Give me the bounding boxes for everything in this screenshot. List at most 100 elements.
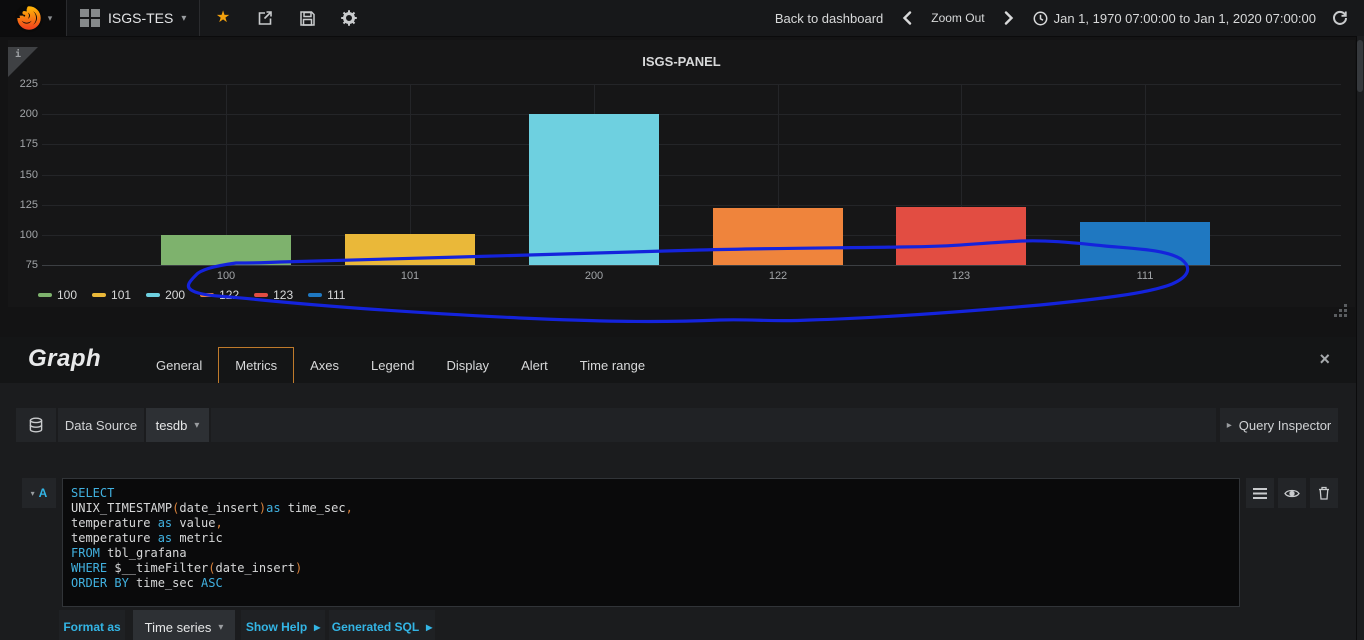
bar-100[interactable] <box>161 234 291 265</box>
query-menu-button[interactable] <box>1246 478 1274 508</box>
refresh-button[interactable] <box>1330 8 1350 28</box>
tab-general[interactable]: General <box>156 357 203 373</box>
page-scrollbar-thumb[interactable] <box>1357 40 1363 92</box>
tab-display[interactable]: Display <box>446 357 490 373</box>
sql-line-1: SELECT <box>71 486 115 500</box>
panel-title[interactable]: ISGS-PANEL <box>642 54 721 69</box>
zoom-out-button[interactable]: Zoom Out <box>931 11 985 25</box>
legend-label-122: 122 <box>219 288 240 302</box>
show-help-button[interactable]: Show Help ▸ <box>241 610 325 640</box>
eye-icon <box>1284 489 1300 497</box>
navbar-actions: ★ <box>200 0 359 36</box>
format-as-select[interactable]: Time series ▾ <box>133 610 235 640</box>
database-icon <box>29 417 43 433</box>
star-icon: ★ <box>215 9 231 26</box>
top-navbar: ▾ ISGS-TES ▾ ★ <box>0 0 1364 37</box>
tab-alert[interactable]: Alert <box>521 357 548 373</box>
menu-icon <box>1253 487 1267 499</box>
query-delete-button[interactable] <box>1310 478 1338 508</box>
panel-editor-header: Graph General Metrics Axes Legend Display Ale… <box>0 337 1364 383</box>
legend-item-200[interactable]: 200 <box>146 288 185 302</box>
datasource-select[interactable]: tesdb ▾ <box>146 408 209 442</box>
sql-line-4: temperature as metric <box>71 531 223 545</box>
legend-label-111: 111 <box>327 288 346 302</box>
gridline-y-225 <box>42 84 1341 85</box>
tab-metrics[interactable]: Metrics <box>218 347 295 383</box>
time-range-picker[interactable]: Jan 1, 1970 07:00:00 to Jan 1, 2020 07:0… <box>1033 11 1316 26</box>
legend-item-101[interactable]: 101 <box>92 288 131 302</box>
tab-time-range[interactable]: Time range <box>579 357 646 373</box>
y-axis-tick-175: 175 <box>19 138 38 151</box>
legend-item-100[interactable]: 100 <box>38 288 77 302</box>
gridline-y-175 <box>42 144 1341 146</box>
refresh-icon <box>1333 10 1347 25</box>
tab-legend[interactable]: Legend <box>371 357 415 373</box>
datasource-label: Data Source <box>58 408 144 442</box>
legend-item-111[interactable]: 111 <box>308 288 345 302</box>
legend-swatch-123 <box>254 293 269 297</box>
query-ref-toggle[interactable]: ▾ A <box>22 478 56 508</box>
datasource-toolbar-spacer <box>211 408 1216 442</box>
time-back-button[interactable] <box>897 8 917 28</box>
query-inspector-caret-icon: ▸ <box>1226 419 1232 431</box>
save-button[interactable] <box>297 8 317 28</box>
datasource-icon-button[interactable] <box>16 408 56 442</box>
sql-line-6: WHERE $__timeFilter(date_insert) <box>71 561 303 575</box>
back-to-dashboard-link[interactable]: Back to dashboard <box>774 10 884 26</box>
sql-line-3: temperature as value, <box>71 516 223 530</box>
bar-111[interactable] <box>1080 221 1210 265</box>
x-axis-tick-200: 200 <box>584 270 604 282</box>
dashboard-name: ISGS-TES <box>108 10 174 26</box>
legend-label-200: 200 <box>165 288 186 302</box>
time-forward-button[interactable] <box>999 8 1019 28</box>
y-axis-tick-75: 75 <box>25 259 38 271</box>
legend-swatch-101 <box>92 293 107 297</box>
generated-sql-button[interactable]: Generated SQL ▸ <box>329 610 435 640</box>
graph-panel: i ISGS-PANEL 100 101 200 122 123 111 225 200 17… <box>8 40 1355 317</box>
x-axis-tick-111: 111 <box>1136 270 1154 282</box>
datasource-caret-icon: ▾ <box>194 419 200 431</box>
page-scrollbar-track[interactable] <box>1356 36 1364 640</box>
time-range-text: Jan 1, 1970 07:00:00 to Jan 1, 2020 07:0… <box>1053 10 1316 26</box>
y-axis-tick-150: 150 <box>19 168 38 181</box>
legend-swatch-122 <box>200 293 215 297</box>
trash-icon <box>1319 486 1329 500</box>
sql-line-5: FROM tbl_grafana <box>71 546 187 560</box>
legend-item-123[interactable]: 123 <box>254 288 293 302</box>
x-axis-tick-101: 101 <box>400 270 420 282</box>
dashboard-picker[interactable]: ISGS-TES ▾ <box>67 0 200 36</box>
save-icon <box>299 10 315 26</box>
format-as-value: Time series <box>144 619 212 635</box>
close-editor-button[interactable]: × <box>1319 350 1330 368</box>
close-icon: × <box>1319 349 1330 369</box>
legend-label-100: 100 <box>57 288 78 302</box>
gear-icon <box>341 10 357 26</box>
settings-button[interactable] <box>339 8 359 28</box>
legend-item-122[interactable]: 122 <box>200 288 239 302</box>
query-inspector-label: Query Inspector <box>1238 417 1332 433</box>
bar-101[interactable] <box>345 233 475 265</box>
grafana-logo-button[interactable]: ▾ <box>0 0 67 36</box>
share-button[interactable] <box>255 8 275 28</box>
logo-caret-icon: ▾ <box>47 12 53 23</box>
chevron-left-icon <box>903 11 912 25</box>
dashboard-caret-icon: ▾ <box>181 12 187 24</box>
panel-resize-handle[interactable] <box>1332 302 1348 318</box>
star-button[interactable]: ★ <box>213 8 233 28</box>
panel-info-corner[interactable] <box>8 47 38 77</box>
x-axis-tick-123: 123 <box>951 270 971 282</box>
bar-122[interactable] <box>713 208 843 265</box>
gridline-y-75 <box>42 265 1341 266</box>
query-inspector-button[interactable]: ▸ Query Inspector <box>1220 408 1338 442</box>
show-help-caret-icon: ▸ <box>314 620 321 634</box>
sql-query-editor[interactable]: SELECT UNIX_TIMESTAMP(date_insert)as time… <box>62 478 1240 607</box>
gridline-y-200 <box>42 114 1341 116</box>
gridline-x-111 <box>1145 84 1146 265</box>
query-disable-button[interactable] <box>1278 478 1306 508</box>
bar-200[interactable] <box>529 114 659 265</box>
tab-axes[interactable]: Axes <box>310 357 340 373</box>
y-axis-tick-200: 200 <box>19 108 38 121</box>
legend-swatch-111 <box>308 293 323 297</box>
bar-123[interactable] <box>896 207 1026 265</box>
editor-tabs: General Metrics Axes Legend Display Alert Time… <box>140 337 661 383</box>
